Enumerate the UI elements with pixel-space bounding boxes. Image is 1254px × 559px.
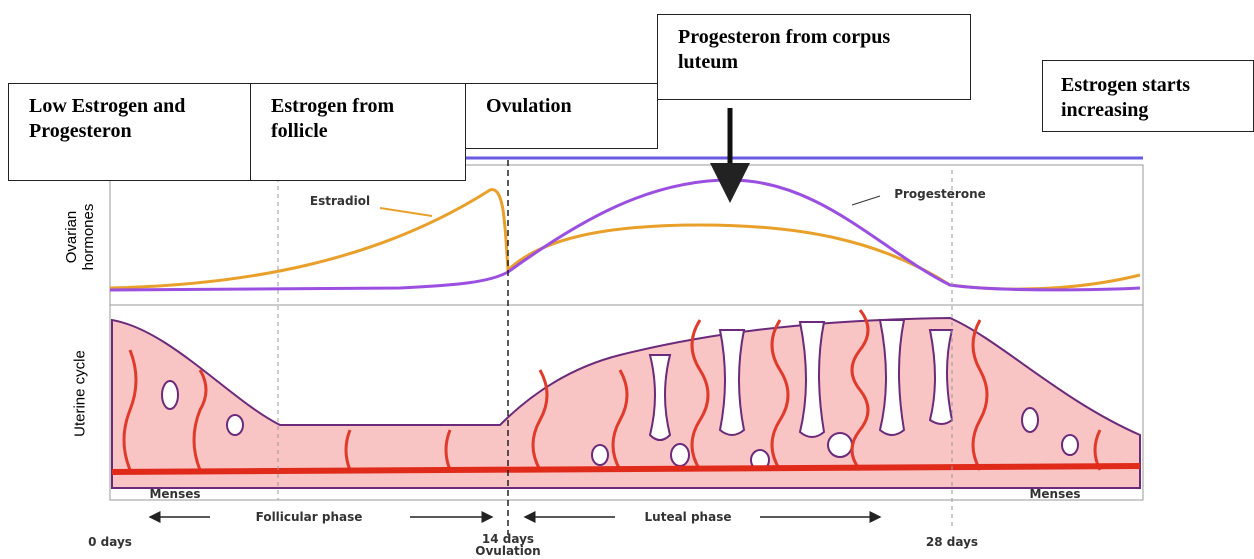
box: Low Estrogen and Progesteron xyxy=(8,83,251,181)
day-label: 28 days xyxy=(926,535,978,549)
phase-label: Luteal phase xyxy=(645,510,732,524)
box: Progesteron from corpus luteum xyxy=(657,14,971,100)
axis-label: Uterine cycle xyxy=(72,344,89,444)
box: Estrogen starts increasing xyxy=(1042,60,1254,132)
box: Estrogen from follicle xyxy=(250,83,466,181)
curve-label: Estradiol xyxy=(310,194,370,208)
phase-label: Follicular phase xyxy=(256,510,363,524)
axis-label: Ovarian hormones xyxy=(63,187,97,287)
day-label: 0 days xyxy=(88,535,132,549)
page: Follicular phase Luteal phase Estradiol … xyxy=(0,0,1254,559)
menses-label: Menses xyxy=(149,487,200,501)
curve-label: Progesterone xyxy=(894,187,986,201)
box: Ovulation xyxy=(465,83,658,149)
menses-label: Menses xyxy=(1029,487,1080,501)
ovulation-label: Ovulation xyxy=(475,544,540,558)
